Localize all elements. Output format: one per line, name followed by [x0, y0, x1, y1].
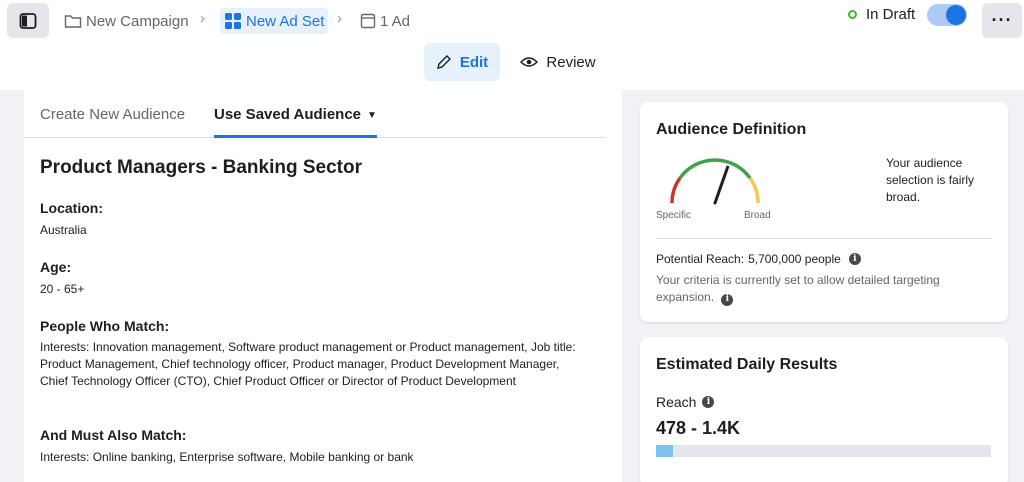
- potential-reach-label: Potential Reach:: [656, 252, 745, 266]
- audience-title: Product Managers - Banking Sector: [40, 157, 363, 178]
- tab-saved-label: Use Saved Audience: [214, 106, 362, 123]
- people-match-heading: People Who Match:: [40, 318, 170, 334]
- ellipsis-icon: ···: [991, 10, 1013, 30]
- estimated-results-title: Estimated Daily Results: [656, 356, 838, 373]
- estimated-reach-heading: Reach i: [656, 394, 715, 410]
- edit-mode-button[interactable]: Edit: [424, 43, 500, 81]
- must-match-value: Interests: Online banking, Enterprise so…: [40, 450, 414, 464]
- audience-definition-title: Audience Definition: [656, 121, 807, 138]
- info-icon[interactable]: i: [848, 253, 861, 265]
- tab-create-new-audience[interactable]: Create New Audience: [40, 106, 186, 123]
- audience-definition-card: Audience Definition Specific Broad Your …: [640, 102, 1008, 322]
- breadcrumb-adset[interactable]: New Ad Set: [220, 8, 329, 34]
- status-badge: In Draft: [848, 6, 915, 23]
- top-bar: New Campaign › New Ad Set › 1 Ad In Draf…: [0, 0, 1024, 40]
- chevron-right-icon: ›: [200, 10, 205, 27]
- review-mode-button[interactable]: Review: [510, 43, 606, 81]
- must-match-heading: And Must Also Match:: [40, 427, 187, 443]
- criteria-text: Your criteria is currently set to allow …: [656, 273, 940, 304]
- location-value: Australia: [40, 223, 87, 237]
- reach-bar: [656, 445, 991, 457]
- eye-icon: [520, 57, 539, 67]
- people-match-value: Interests: Innovation management, Softwa…: [40, 340, 576, 388]
- folder-icon: [64, 15, 82, 28]
- ad-icon: [360, 13, 376, 29]
- pencil-icon: [436, 55, 451, 69]
- estimated-reach-value: 478 - 1.4K: [656, 418, 741, 438]
- audience-summary: Your audience selection is fairly broad.: [886, 156, 975, 204]
- breadcrumb-campaign[interactable]: New Campaign: [64, 8, 189, 34]
- age-value: 20 - 65+: [40, 282, 85, 296]
- estimated-daily-results-card: Estimated Daily Results Reach i 478 - 1.…: [640, 337, 1008, 482]
- audience-gauge: [670, 158, 760, 205]
- breadcrumb-campaign-label: New Campaign: [86, 12, 189, 30]
- info-icon[interactable]: i: [702, 396, 715, 408]
- caret-down-icon: ▼: [367, 109, 377, 121]
- status-label: In Draft: [866, 6, 916, 23]
- gauge-needle: [713, 165, 730, 205]
- audience-tabs: Create New Audience Use Saved Audience ▼: [24, 90, 606, 138]
- more-options-button[interactable]: ···: [982, 3, 1022, 38]
- potential-reach-value: 5,700,000 people: [748, 252, 841, 266]
- divider: [656, 238, 992, 239]
- criteria-note: Your criteria is currently set to allow …: [656, 272, 986, 306]
- toggle-knob: [946, 5, 966, 25]
- info-icon[interactable]: i: [721, 293, 734, 306]
- breadcrumb-ad-label: 1 Ad: [380, 12, 411, 30]
- grid-icon: [225, 13, 241, 29]
- gauge-specific-label: Specific: [656, 210, 692, 221]
- status-dot-icon: [848, 10, 857, 19]
- audience-panel: Create New Audience Use Saved Audience ▼ …: [24, 90, 622, 482]
- breadcrumb-adset-label: New Ad Set: [246, 12, 325, 30]
- potential-reach: Potential Reach: 5,700,000 people i: [656, 252, 865, 266]
- gauge-broad-label: Broad: [744, 210, 771, 221]
- sidebar-icon: [19, 12, 37, 29]
- location-heading: Location:: [40, 200, 103, 216]
- sidebar-toggle-button[interactable]: [7, 3, 49, 38]
- chevron-right-icon: ›: [337, 10, 342, 27]
- breadcrumb-ad[interactable]: 1 Ad: [360, 8, 410, 34]
- estimated-reach-label: Reach: [656, 394, 697, 410]
- edit-label: Edit: [459, 53, 489, 71]
- review-label: Review: [546, 53, 596, 71]
- tab-use-saved-audience[interactable]: Use Saved Audience ▼: [214, 106, 377, 138]
- reach-bar-fill: [656, 445, 673, 457]
- age-heading: Age:: [40, 259, 72, 275]
- draft-toggle[interactable]: [927, 4, 967, 26]
